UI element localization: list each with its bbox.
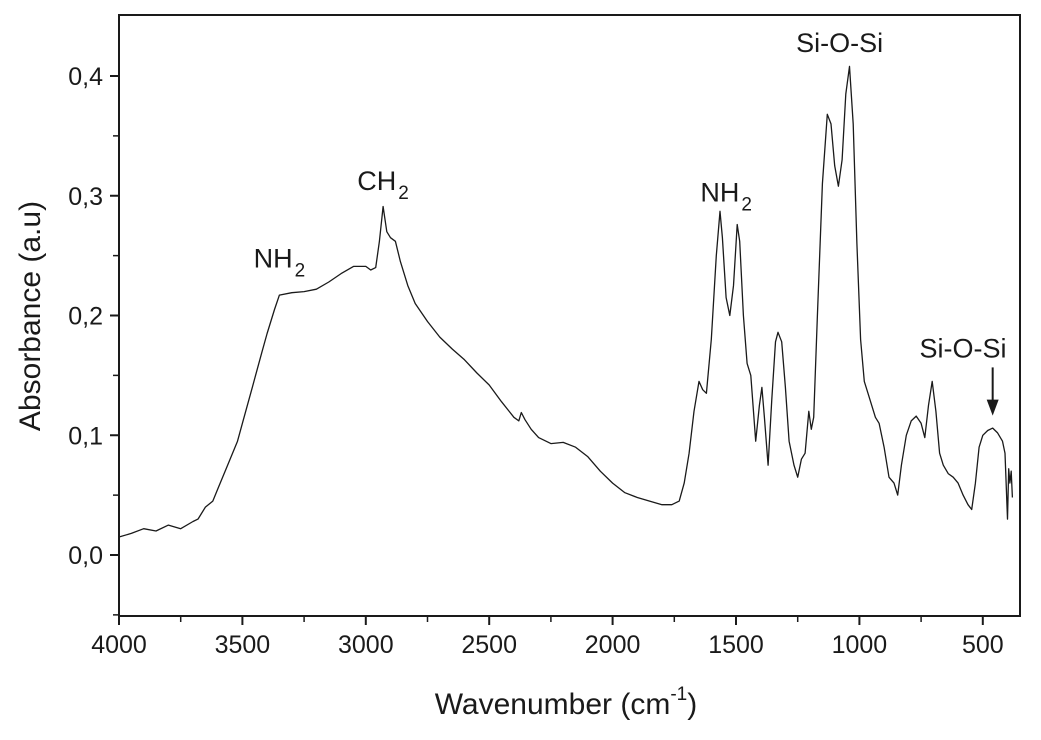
- peak-label: NH 2: [254, 244, 306, 282]
- x-tick-label: 1500: [708, 631, 764, 659]
- y-axis-title: Absorbance (a.u): [14, 201, 47, 431]
- x-tick-label: 4000: [91, 631, 147, 659]
- peak-label: CH 2: [357, 166, 409, 204]
- y-tick-label: 0,4: [68, 63, 103, 91]
- peak-label: Si-O-Si: [920, 333, 1007, 363]
- y-tick-label: 0,1: [68, 422, 103, 450]
- x-axis-ticks: 4000 3500 3000 2500 2000 1500 1000 500: [91, 616, 1004, 659]
- y-tick-label: 0,0: [68, 542, 103, 570]
- peak-label: Si-O-Si: [796, 28, 883, 58]
- x-axis-title-sup: -1: [670, 684, 687, 705]
- spectrum-series: [118, 65, 1014, 538]
- x-tick-label: 500: [962, 631, 1004, 659]
- arrow-down-icon: [986, 399, 999, 416]
- x-tick-label: 2500: [461, 631, 517, 659]
- y-tick-label: 0,3: [68, 183, 103, 211]
- x-tick-label: 1000: [832, 631, 888, 659]
- x-axis-title-close: ): [687, 688, 697, 721]
- x-tick-label: 3000: [338, 631, 394, 659]
- y-axis-ticks: 0,0 0,1 0,2 0,3 0,4: [68, 63, 119, 616]
- y-tick-label: 0,2: [68, 303, 103, 331]
- x-tick-label: 3500: [215, 631, 271, 659]
- peak-label: NH 2: [700, 178, 752, 216]
- x-axis-title-main: Wavenumber (cm: [435, 688, 671, 721]
- x-axis-title: Wavenumber (cm-1): [435, 684, 698, 721]
- plot-frame: [118, 14, 1021, 617]
- peak-annotations: NH 2 CH 2 NH 2 Si-O-Si Si-O-Si: [254, 28, 1007, 416]
- spectrum-line: [118, 65, 1014, 538]
- x-tick-label: 2000: [585, 631, 641, 659]
